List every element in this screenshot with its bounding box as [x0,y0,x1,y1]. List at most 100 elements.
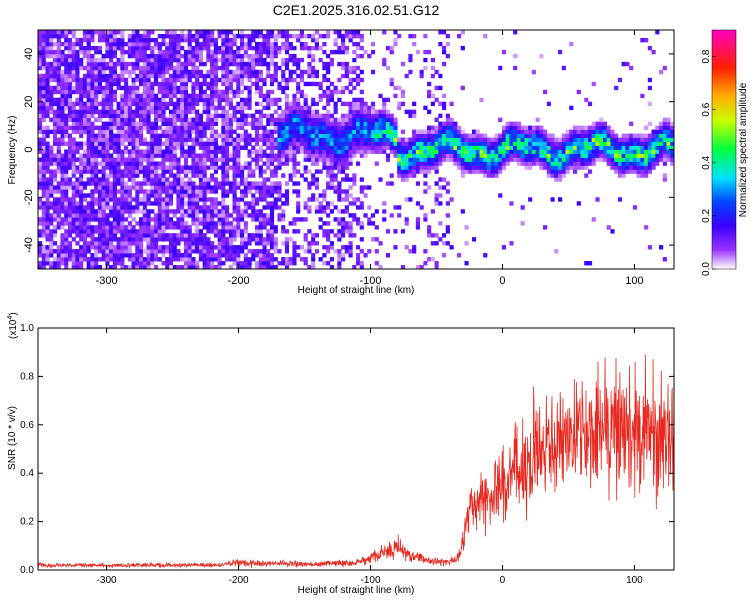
heatmap-cell [191,209,196,214]
heatmap-cell [423,213,428,218]
heatmap-cell [124,113,129,119]
heatmap-cell [202,109,207,115]
heatmap-cell [412,153,417,158]
heatmap-cell [322,93,327,99]
heatmap-cell [543,145,548,150]
heatmap-cell [124,105,129,111]
heatmap-cell [56,109,61,115]
heatmap-cell [225,157,230,162]
heatmap-cell [150,241,155,246]
heatmap-cell [75,157,80,162]
heatmap-cell [281,225,286,230]
heatmap-cell [228,233,233,238]
heatmap-cell [580,161,585,166]
heatmap-cell [498,65,503,71]
heatmap-cell [41,73,46,79]
heatmap-cell [90,53,95,59]
heatmap-cell [97,177,102,182]
heatmap-cell [225,213,230,218]
heatmap-cell [79,57,84,63]
heatmap-cell [269,245,275,250]
heatmap-cell [423,133,428,138]
heatmap-cell [97,89,102,95]
heatmap-cell [60,61,65,67]
heatmap-cell [221,109,226,115]
heatmap-cell [322,153,327,158]
heatmap-cell [326,125,331,130]
heatmap-cell [221,93,226,99]
heatmap-cell [430,257,435,262]
heatmap-cell [38,125,43,130]
heatmap-cell [90,245,95,250]
heatmap-cell [142,53,147,59]
heatmap-cell [311,45,316,51]
heatmap-cell [494,161,499,166]
heatmap-cell [412,249,417,254]
heatmap-cell [442,141,447,146]
heatmap-cell [124,149,129,154]
heatmap-cell [341,113,346,119]
heatmap-cell [258,189,263,194]
heatmap-cell [262,57,267,63]
heatmap-cell [38,73,43,79]
heatmap-cell [221,133,226,138]
heatmap-cell [191,265,196,269]
heatmap-cell [277,113,282,119]
heatmap-cell [254,217,260,222]
heatmap-cell [187,105,192,111]
heatmap-cell [45,53,50,59]
heatmap-cell [621,137,626,142]
heatmap-cell [614,161,619,166]
heatmap-cell [139,189,144,194]
heatmap-cell [228,113,233,119]
heatmap-cell [94,229,99,234]
heatmap-cell [423,105,428,111]
heatmap-cell [153,201,159,206]
heatmap-cell [165,149,170,154]
heatmap-cell [71,189,76,194]
heatmap-cell [281,113,286,119]
heatmap-cell [142,81,147,87]
heatmap-cell [153,197,159,202]
heatmap-cell [262,149,267,154]
heatmap-cell [161,97,166,103]
heatmap-cell [460,129,465,134]
heatmap-cell [124,77,129,83]
heatmap-cell [569,165,574,170]
heatmap-cell [217,93,222,99]
heatmap-cell [284,30,290,35]
heatmap-cell [45,225,50,230]
heatmap-cell [445,33,450,39]
heatmap-cell [165,245,170,250]
heatmap-cell [359,177,364,182]
heatmap-cell [617,149,623,154]
heatmap-cell [254,41,260,47]
heatmap-cell [423,161,428,166]
heatmap-cell [86,217,91,222]
heatmap-cell [584,125,589,130]
heatmap-cell [382,217,387,222]
heatmap-cell [240,97,245,103]
heatmap-cell [168,113,174,119]
heatmap-cell [168,141,174,146]
heatmap-cell [153,153,159,158]
heatmap-cell [232,237,237,242]
heatmap-cell [247,265,252,269]
heatmap-cell [225,101,230,107]
heatmap-cell [52,157,58,162]
heatmap-cell [45,30,50,35]
heatmap-cell [165,181,170,186]
heatmap-cell [243,65,248,71]
heatmap-cell [38,169,43,174]
heatmap-cell [187,109,192,115]
heatmap-cell [157,113,162,119]
heatmap-cell [587,261,593,266]
heatmap-cell [90,189,95,194]
heatmap-cell [281,141,286,146]
heatmap-cell [135,37,140,43]
heatmap-cell [356,121,361,126]
heatmap-cell [180,177,185,182]
heatmap-cell [329,165,334,170]
heatmap-cell [445,113,450,119]
heatmap-cell [419,137,424,142]
